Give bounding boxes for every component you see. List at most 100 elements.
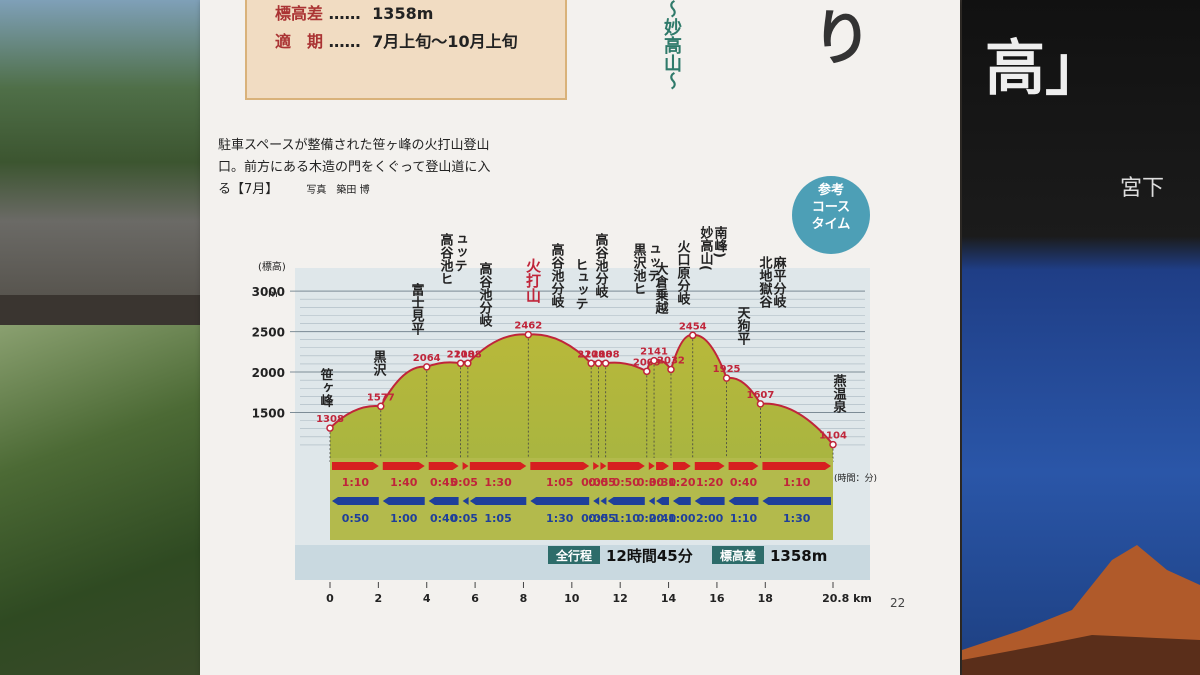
waypoint-elevation: 2009 bbox=[633, 357, 661, 368]
waypoint-elevation: 1577 bbox=[367, 392, 395, 403]
x-tick-label: 14 bbox=[661, 592, 677, 605]
adjacent-book-subtitle: 宮下 bbox=[1120, 176, 1165, 201]
waypoint-elevation: 1104 bbox=[819, 431, 847, 442]
forest-photo bbox=[0, 325, 210, 675]
return-time: 0:50 bbox=[342, 512, 370, 525]
waypoint-name: 妙高山( bbox=[698, 225, 714, 271]
waypoint-name: 火口原分岐 bbox=[675, 240, 691, 306]
return-arrow bbox=[694, 497, 725, 505]
forward-arrow bbox=[694, 462, 725, 470]
forward-time: 0:30 bbox=[637, 476, 665, 489]
return-time: 1:05 bbox=[484, 512, 511, 525]
waypoint-elevation: 2454 bbox=[679, 321, 707, 332]
waypoint-marker bbox=[722, 374, 731, 382]
waypoint-name: 南峰) bbox=[712, 225, 728, 258]
waypoint-elevation: 2108 bbox=[592, 349, 620, 360]
waypoint-name: 高谷池ヒ bbox=[438, 232, 454, 285]
forward-time: 0:05 bbox=[588, 476, 615, 489]
total-value: 12時間45分 bbox=[606, 547, 693, 565]
forward-arrow bbox=[648, 462, 655, 470]
return-time: 0:40 bbox=[430, 512, 458, 525]
photo-caption: 駐車スペースが整備された笹ヶ峰の火打山登山口。前方にある木造の門をくぐって登山道… bbox=[218, 135, 503, 202]
waypoint-name: 北地獄谷 bbox=[757, 256, 774, 309]
y-tick-label: 2000 bbox=[252, 366, 285, 380]
y-axis-label: (標高) bbox=[258, 260, 286, 273]
forward-time: 0:05 bbox=[581, 476, 608, 489]
title-glyph: り bbox=[812, 4, 872, 74]
season-row: 適 期 …… 7月上旬〜10月上旬 bbox=[275, 32, 518, 51]
return-time: 0:20 bbox=[637, 512, 665, 525]
return-time: 0:40 bbox=[649, 512, 677, 525]
x-tick-label: 16 bbox=[709, 592, 725, 605]
waypoint-name: 黒沢 bbox=[371, 349, 387, 377]
waypoint-name: 火打山 bbox=[524, 258, 542, 304]
return-arrow bbox=[728, 497, 759, 505]
return-time: 1:00 bbox=[668, 512, 696, 525]
waypoint-name: ヒュッテ bbox=[573, 258, 588, 310]
waypoint-name: 燕温泉 bbox=[831, 373, 847, 414]
forward-arrow bbox=[728, 462, 759, 470]
waypoint-name: 天狗平 bbox=[735, 306, 751, 346]
return-arrow bbox=[656, 497, 669, 505]
waypoint-name: 麻平分岐 bbox=[771, 255, 788, 309]
waypoint-name: 高谷池分岐 bbox=[593, 232, 609, 299]
forward-arrow bbox=[600, 462, 607, 470]
x-tick-label: 2 bbox=[375, 592, 383, 605]
forward-time: 0:40 bbox=[730, 476, 758, 489]
waypoint-elevation: 1308 bbox=[316, 414, 344, 425]
badge-line-2: コース bbox=[811, 200, 851, 215]
mountain-silhouette bbox=[962, 545, 1200, 675]
return-time: 0:05 bbox=[581, 512, 608, 525]
forward-arrow bbox=[607, 462, 645, 470]
info-box: 標高差 …… 1358m 適 期 …… 7月上旬〜10月上旬 bbox=[245, 0, 567, 100]
x-tick-label: 6 bbox=[471, 592, 479, 605]
return-arrow bbox=[382, 497, 425, 505]
elev-diff-label-box bbox=[712, 546, 764, 564]
x-tick-label: 20.8 km bbox=[822, 592, 872, 605]
waypoint-name: 富士見平 bbox=[409, 282, 426, 336]
badge-line-3: タイム bbox=[811, 217, 851, 232]
elev-diff-value: 1358m bbox=[770, 547, 827, 565]
return-arrow bbox=[462, 497, 469, 505]
badge-line-1: 参考 bbox=[817, 183, 844, 198]
adjacent-book bbox=[962, 0, 1200, 675]
forward-arrow bbox=[332, 462, 379, 470]
elev-diff-label: 標高差 bbox=[720, 548, 756, 563]
return-time: 0:05 bbox=[588, 512, 615, 525]
x-tick-label: 4 bbox=[423, 592, 431, 605]
return-arrow bbox=[600, 497, 607, 505]
forward-arrow bbox=[530, 462, 590, 470]
forward-time: 1:10 bbox=[783, 476, 811, 489]
waypoint-marker bbox=[524, 330, 533, 339]
waypoint-marker bbox=[326, 424, 334, 432]
return-time: 1:10 bbox=[613, 512, 641, 525]
waypoint-elevation: 2032 bbox=[657, 355, 685, 366]
waypoint-name: 笹ヶ峰 bbox=[318, 367, 334, 408]
forward-time: 0:45 bbox=[430, 476, 457, 489]
forward-arrow bbox=[462, 462, 469, 470]
waypoint-elevation: 2141 bbox=[640, 347, 668, 358]
elevation-diff-row: 標高差 …… 1358m bbox=[275, 4, 434, 23]
waypoint-marker bbox=[650, 356, 658, 365]
forward-time: 1:10 bbox=[342, 476, 370, 489]
waypoint-elevation: 2462 bbox=[514, 321, 542, 332]
waypoint-marker bbox=[829, 440, 837, 449]
return-time: 1:00 bbox=[390, 512, 418, 525]
return-arrow bbox=[469, 497, 527, 505]
course-time-badge: 参考 コース タイム bbox=[792, 176, 870, 254]
waypoint-marker bbox=[594, 359, 603, 368]
return-arrow bbox=[593, 497, 600, 505]
waypoint-elevation: 2108 bbox=[577, 349, 605, 360]
forward-time: 1:20 bbox=[696, 476, 724, 489]
return-time: 2:00 bbox=[696, 512, 724, 525]
forward-arrow bbox=[469, 462, 527, 470]
forward-time: 1:20 bbox=[668, 476, 696, 489]
waypoint-name: 高谷池分岐 bbox=[549, 242, 565, 309]
return-arrow bbox=[607, 497, 645, 505]
forward-time: 1:30 bbox=[484, 476, 512, 489]
return-arrow bbox=[762, 497, 831, 505]
total-label-box bbox=[548, 546, 600, 564]
page-number: 22 bbox=[890, 596, 906, 610]
return-time: 1:10 bbox=[730, 512, 758, 525]
